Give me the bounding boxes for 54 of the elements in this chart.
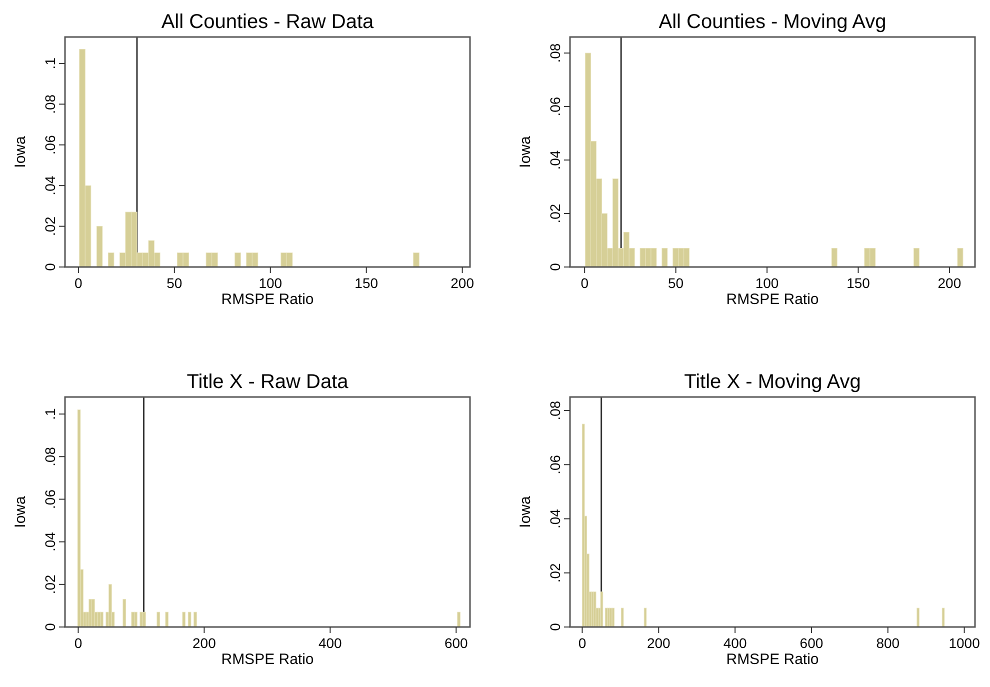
x-tick-label: 150 xyxy=(354,275,378,291)
y-axis-title: Iowa xyxy=(12,136,29,168)
y-tick-label: .06 xyxy=(547,454,563,474)
y-tick-label: .08 xyxy=(547,400,563,420)
x-tick-label: 100 xyxy=(258,275,282,291)
y-tick-label: .02 xyxy=(42,574,58,594)
x-tick-label: 1000 xyxy=(948,635,980,651)
x-axis-title: RMSPE Ratio xyxy=(726,651,819,668)
x-tick-label: 50 xyxy=(668,275,684,291)
chart-title: Title X - Moving Avg xyxy=(684,371,861,393)
y-tick-label: .06 xyxy=(42,489,58,509)
y-tick-label: 0 xyxy=(42,622,58,631)
y-tick-label: .1 xyxy=(42,408,58,420)
y-tick-label: .08 xyxy=(42,446,58,466)
y-tick-label: 0 xyxy=(42,262,58,271)
chart-title: All Counties - Moving Avg xyxy=(658,11,886,33)
y-tick-label: .08 xyxy=(547,43,563,63)
y-tick-label: .06 xyxy=(547,96,563,116)
y-tick-label: .02 xyxy=(547,204,563,224)
x-tick-label: 50 xyxy=(166,275,182,291)
x-tick-label: 200 xyxy=(450,275,474,291)
x-tick-label: 100 xyxy=(755,275,779,291)
x-tick-label: 800 xyxy=(876,635,900,651)
y-tick-label: .02 xyxy=(42,216,58,236)
x-axis-title: RMSPE Ratio xyxy=(726,291,819,308)
y-axis-title: Iowa xyxy=(517,136,534,168)
y-tick-label: .04 xyxy=(547,508,563,528)
x-tick-label: 0 xyxy=(74,635,82,651)
y-tick-label: .04 xyxy=(547,150,563,170)
x-axis-title: RMSPE Ratio xyxy=(221,651,314,668)
x-tick-label: 150 xyxy=(846,275,870,291)
x-tick-label: 400 xyxy=(723,635,747,651)
x-tick-label: 200 xyxy=(646,635,671,651)
y-tick-label: .1 xyxy=(42,57,58,70)
y-tick-label: 0 xyxy=(547,262,563,271)
x-tick-label: 0 xyxy=(74,275,83,291)
x-tick-label: 0 xyxy=(578,635,586,651)
y-tick-label: .08 xyxy=(42,94,58,114)
x-tick-label: 200 xyxy=(938,275,962,291)
x-tick-label: 600 xyxy=(444,635,468,651)
y-tick-label: .02 xyxy=(547,562,563,583)
x-tick-label: 600 xyxy=(800,635,824,651)
y-tick-label: .04 xyxy=(42,176,58,196)
chart-title: All Counties - Raw Data xyxy=(161,11,375,33)
y-tick-label: .06 xyxy=(42,134,58,155)
chart-title: Title X - Raw Data xyxy=(186,371,350,393)
x-tick-label: 200 xyxy=(192,635,216,651)
x-tick-label: 0 xyxy=(580,275,589,291)
y-axis-title: Iowa xyxy=(517,496,534,528)
y-axis-title: Iowa xyxy=(12,496,29,528)
y-tick-label: .04 xyxy=(42,532,58,552)
y-tick-label: 0 xyxy=(547,622,563,631)
x-axis-title: RMSPE Ratio xyxy=(221,291,314,308)
x-tick-label: 400 xyxy=(318,635,342,651)
